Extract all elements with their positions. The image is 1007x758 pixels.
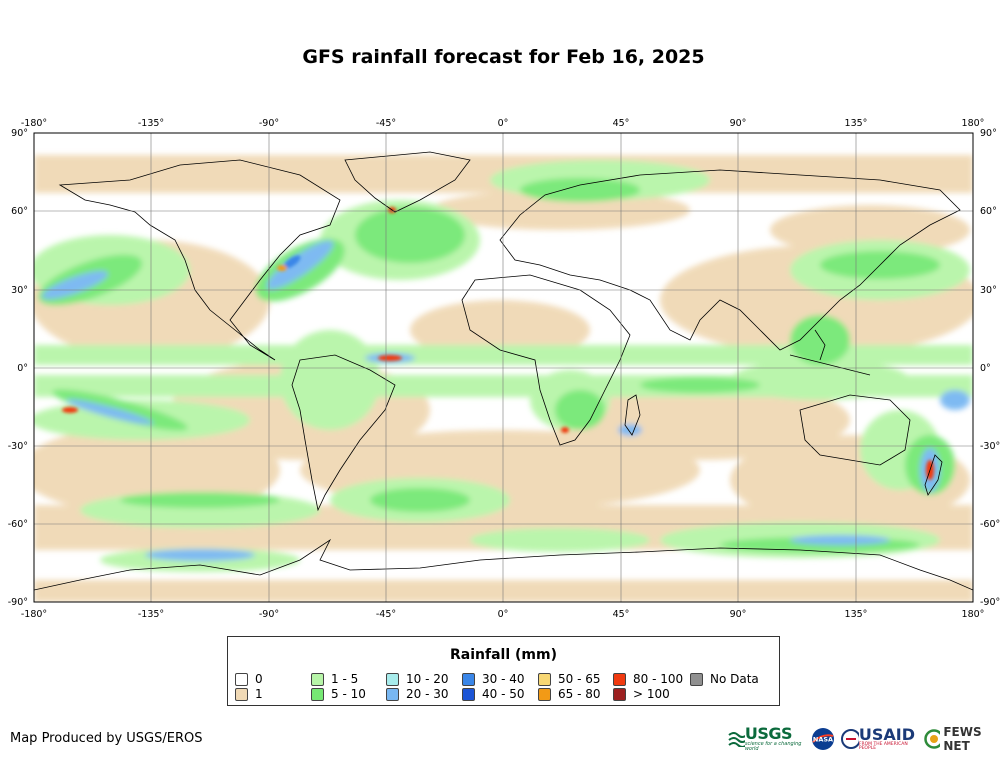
legend-item: 65 - 80 (538, 687, 601, 701)
legend-label: > 100 (633, 687, 670, 701)
legend-swatch (462, 672, 475, 686)
bottom-lon-label: 180° (962, 609, 985, 620)
legend-item: 1 - 5 (311, 672, 358, 686)
right-lat-label: 90° (980, 128, 997, 139)
usaid-tagline: FROM THE AMERICAN PEOPLE (858, 741, 908, 751)
map-frame (33, 132, 974, 603)
left-lat-label: 90° (11, 128, 28, 139)
top-lon-label: 135° (845, 118, 868, 129)
legend: Rainfall (mm) 0 1 1 - 5 5 - 10 10 - 20 2… (227, 636, 780, 706)
left-lat-label: -90° (8, 597, 28, 608)
legend-swatch (235, 687, 248, 701)
legend-swatch (311, 672, 324, 686)
legend-label: 20 - 30 (406, 687, 449, 701)
fews-wordmark: FEWS NET (943, 725, 982, 753)
bottom-lon-label: 45° (613, 609, 630, 620)
left-lat-label: 60° (11, 206, 28, 217)
legend-item: 40 - 50 (462, 687, 525, 701)
bottom-lon-label: 90° (730, 609, 747, 620)
usgs-tagline: science for a changing world (744, 741, 802, 752)
top-lon-label: -135° (138, 118, 164, 129)
legend-swatch (538, 672, 551, 686)
partner-logos: USGS science for a changing world NASA U… (728, 724, 1007, 754)
legend-label: 5 - 10 (331, 687, 366, 701)
legend-item: 5 - 10 (311, 687, 366, 701)
legend-swatch (235, 672, 248, 686)
usaid-wordmark: USAID (858, 724, 916, 744)
bottom-lon-label: -90° (259, 609, 279, 620)
right-lat-label: -60° (980, 519, 1000, 530)
legend-swatch (386, 687, 399, 701)
legend-label: 10 - 20 (406, 672, 449, 686)
bottom-lon-label: -45° (376, 609, 396, 620)
right-lat-label: 30° (980, 285, 997, 296)
legend-label: 1 - 5 (331, 672, 359, 686)
legend-label: No Data (710, 672, 759, 686)
legend-item: 0 (235, 672, 263, 686)
right-lat-label: 60° (980, 206, 997, 217)
left-lat-label: -60° (8, 519, 28, 530)
legend-swatch (613, 687, 626, 701)
right-lat-label: 0° (980, 363, 991, 374)
left-lat-label: -30° (8, 441, 28, 452)
legend-label: 50 - 65 (558, 672, 601, 686)
right-lat-label: -30° (980, 441, 1000, 452)
top-lon-label: -45° (376, 118, 396, 129)
legend-item: > 100 (613, 687, 670, 701)
nasa-wordmark: NASA (813, 736, 833, 744)
legend-item: 20 - 30 (386, 687, 449, 701)
legend-label: 65 - 80 (558, 687, 601, 701)
right-lat-label: -90° (980, 597, 1000, 608)
legend-swatch (462, 687, 475, 701)
top-lon-label: -90° (259, 118, 279, 129)
nasa-logo: NASA (811, 727, 835, 751)
nasa-meatball-icon: NASA (812, 728, 835, 750)
usgs-logo: USGS science for a changing world (728, 726, 805, 752)
legend-swatch (613, 672, 626, 686)
legend-swatch (386, 672, 399, 686)
legend-label: 40 - 50 (482, 687, 525, 701)
bottom-lon-label: -135° (138, 609, 164, 620)
legend-title: Rainfall (mm) (450, 647, 557, 663)
legend-label: 1 (255, 687, 263, 701)
fews-net-logo: FEWS NET (923, 725, 1001, 753)
top-lon-label: 45° (613, 118, 630, 129)
legend-item: 10 - 20 (386, 672, 449, 686)
fews-globe-icon (923, 729, 941, 749)
legend-item: 1 (235, 687, 263, 701)
legend-item: 50 - 65 (538, 672, 601, 686)
usgs-wordmark: USGS (744, 724, 793, 743)
legend-swatch (311, 687, 324, 701)
bottom-lon-label: -180° (21, 609, 47, 620)
graticule (34, 133, 973, 602)
legend-label: 80 - 100 (633, 672, 684, 686)
top-lon-label: -180° (21, 118, 47, 129)
usaid-seal-icon (841, 729, 859, 749)
legend-item: No Data (690, 672, 759, 686)
legend-label: 0 (255, 672, 263, 686)
usaid-logo: USAID FROM THE AMERICAN PEOPLE (841, 724, 917, 752)
legend-swatch (538, 687, 551, 701)
legend-item: 30 - 40 (462, 672, 525, 686)
usgs-wave-icon (728, 732, 745, 747)
legend-item: 80 - 100 (613, 672, 683, 686)
legend-label: 30 - 40 (482, 672, 525, 686)
bottom-lon-label: 135° (845, 609, 868, 620)
credit-text: Map Produced by USGS/EROS (10, 731, 203, 746)
left-lat-label: 30° (11, 285, 28, 296)
left-lat-label: 0° (17, 363, 28, 374)
top-lon-label: 90° (730, 118, 747, 129)
legend-swatch (690, 672, 703, 686)
map-title: GFS rainfall forecast for Feb 16, 2025 (302, 46, 705, 68)
top-lon-label: 0° (498, 118, 509, 129)
bottom-lon-label: 0° (498, 609, 509, 620)
top-lon-label: 180° (962, 118, 985, 129)
